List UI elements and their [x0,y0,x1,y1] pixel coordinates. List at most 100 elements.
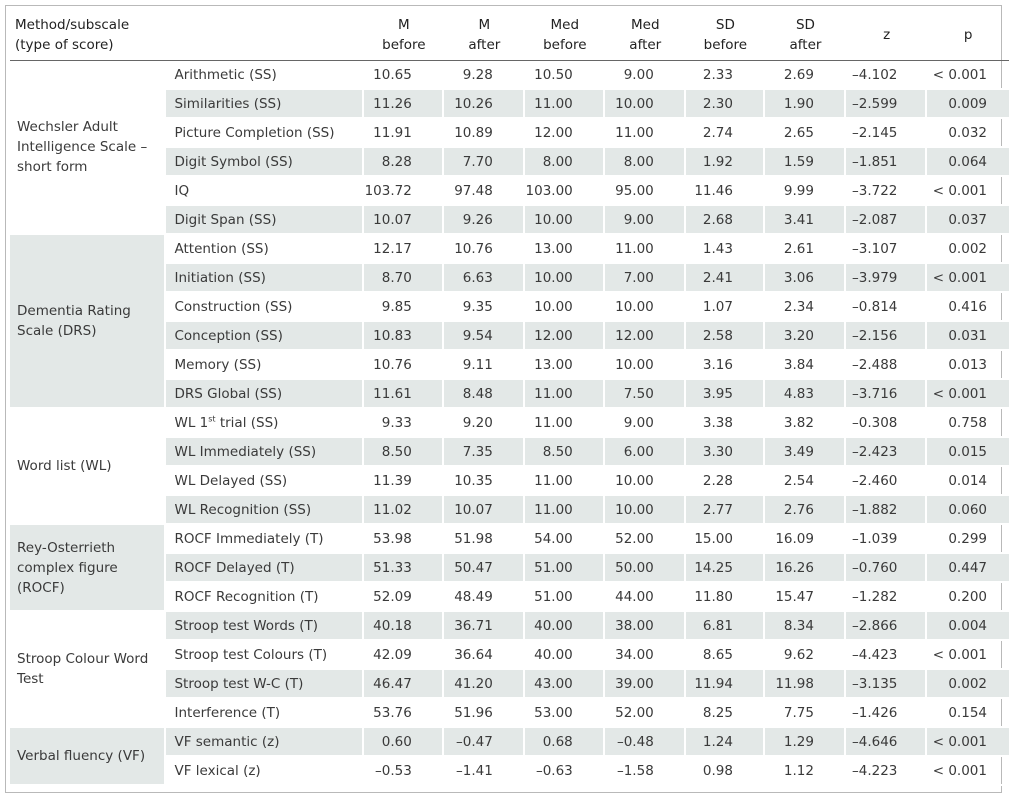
table-row: Picture Completion (SS) 11.91 10.89 12.00 11… [10,119,1009,148]
value-cell: 36.64 [443,641,525,670]
value-cell: –0.47 [443,728,525,757]
value-cell: 53.98 [363,525,444,554]
value-cell: 2.69 [764,61,846,90]
subscale-label: Conception (SS) [166,322,364,351]
value-cell: 12.00 [604,322,686,351]
subscale-label: WL Recognition (SS) [166,496,364,525]
subscale-label: DRS Global (SS) [166,380,364,409]
value-cell: 11.94 [685,670,765,699]
subscale-label: Digit Symbol (SS) [166,148,364,177]
value-cell: 11.61 [363,380,444,409]
value-cell: 1.43 [685,235,765,264]
value-cell: 8.25 [685,699,765,728]
value-cell: 0.299 [927,525,1009,554]
method-group-label: Word list (WL) [10,409,167,525]
value-cell: –0.48 [604,728,686,757]
column-header: p [927,10,1009,61]
value-cell: –3.107 [845,235,928,264]
value-cell: 8.65 [685,641,765,670]
value-cell: –2.599 [845,90,928,119]
table-row: ROCF Delayed (T) 51.33 50.47 51.00 50.00 14.2… [10,554,1009,583]
value-cell: 40.00 [524,641,605,670]
value-cell: 15.00 [685,525,765,554]
table-row: WL Delayed (SS) 11.39 10.35 11.00 10.00 2.28 2… [10,467,1009,496]
value-cell: 6.00 [604,438,686,467]
value-cell: 9.85 [363,293,444,322]
value-cell: 0.032 [927,119,1009,148]
table-row: WL Immediately (SS) 8.50 7.35 8.50 6.00 3.30 3… [10,438,1009,467]
value-cell: 34.00 [604,641,686,670]
value-cell: 40.00 [524,612,605,641]
value-cell: –0.814 [845,293,928,322]
table-row: Stroop test Colours (T) 42.09 36.64 40.00 34… [10,641,1009,670]
value-cell: –4.646 [845,728,928,757]
value-cell: 52.00 [604,699,686,728]
subscale-label: Arithmetic (SS) [166,61,364,90]
value-cell: –1.039 [845,525,928,554]
value-cell: 50.00 [604,554,686,583]
value-cell: 2.34 [764,293,846,322]
value-cell: 52.09 [363,583,444,612]
value-cell: 13.00 [524,235,605,264]
value-cell: 0.447 [927,554,1009,583]
value-cell: 97.48 [443,177,525,206]
value-cell: –0.63 [524,757,605,786]
value-cell: 0.064 [927,148,1009,177]
value-cell: 40.18 [363,612,444,641]
value-cell: 0.98 [685,757,765,786]
value-cell: 10.07 [443,496,525,525]
value-cell: 2.77 [685,496,765,525]
value-cell: 52.00 [604,525,686,554]
value-cell: 0.002 [927,235,1009,264]
value-cell: 9.20 [443,409,525,438]
value-cell: < 0.001 [927,380,1009,409]
value-cell: 10.00 [524,264,605,293]
value-cell: < 0.001 [927,757,1009,786]
subscale-label: Construction (SS) [166,293,364,322]
value-cell: 11.00 [524,409,605,438]
value-cell: 1.29 [764,728,846,757]
table-row: WL Recognition (SS) 11.02 10.07 11.00 10.00 2… [10,496,1009,525]
value-cell: 51.98 [443,525,525,554]
value-cell: 53.76 [363,699,444,728]
value-cell: 2.61 [764,235,846,264]
value-cell: 3.38 [685,409,765,438]
value-cell: 1.24 [685,728,765,757]
value-cell: 6.81 [685,612,765,641]
value-cell: 10.26 [443,90,525,119]
value-cell: –3.979 [845,264,928,293]
value-cell: 10.50 [524,61,605,90]
subscale-label: Picture Completion (SS) [166,119,364,148]
value-cell: 8.00 [604,148,686,177]
value-cell: –3.135 [845,670,928,699]
value-cell: –1.426 [845,699,928,728]
value-cell: –0.760 [845,554,928,583]
value-cell: 10.00 [524,293,605,322]
value-cell: 11.46 [685,177,765,206]
table-row: Verbal fluency (VF) VF semantic (z) 0.60 –0… [10,728,1009,786]
subscale-label: Initiation (SS) [166,264,364,293]
subscale-label: IQ [166,177,364,206]
value-cell: 10.00 [604,496,686,525]
table-row: Digit Symbol (SS) 8.28 7.70 8.00 8.00 1.92 1.5… [10,148,1009,177]
value-cell: 0.60 [363,728,444,757]
value-cell: 0.002 [927,670,1009,699]
table-row: Similarities (SS) 11.26 10.26 11.00 10.00 2.3… [10,90,1009,119]
value-cell: 6.63 [443,264,525,293]
value-cell: < 0.001 [927,61,1009,90]
value-cell: –4.223 [845,757,928,786]
value-cell: 1.59 [764,148,846,177]
subscale-label: Stroop test W-C (T) [166,670,364,699]
value-cell: 51.00 [524,583,605,612]
table-row: IQ 103.72 97.48 103.00 95.00 11.46 9.99 –3.722 <… [10,177,1009,206]
value-cell: 8.34 [764,612,846,641]
subscale-label: VF lexical (z) [166,757,364,786]
value-cell: –2.145 [845,119,928,148]
value-cell: 10.83 [363,322,444,351]
table-row: Dementia Rating Scale (DRS) Attention (SS… [10,235,1009,409]
value-cell: 41.20 [443,670,525,699]
value-cell: –2.488 [845,351,928,380]
value-cell: 11.02 [363,496,444,525]
value-cell: 2.74 [685,119,765,148]
